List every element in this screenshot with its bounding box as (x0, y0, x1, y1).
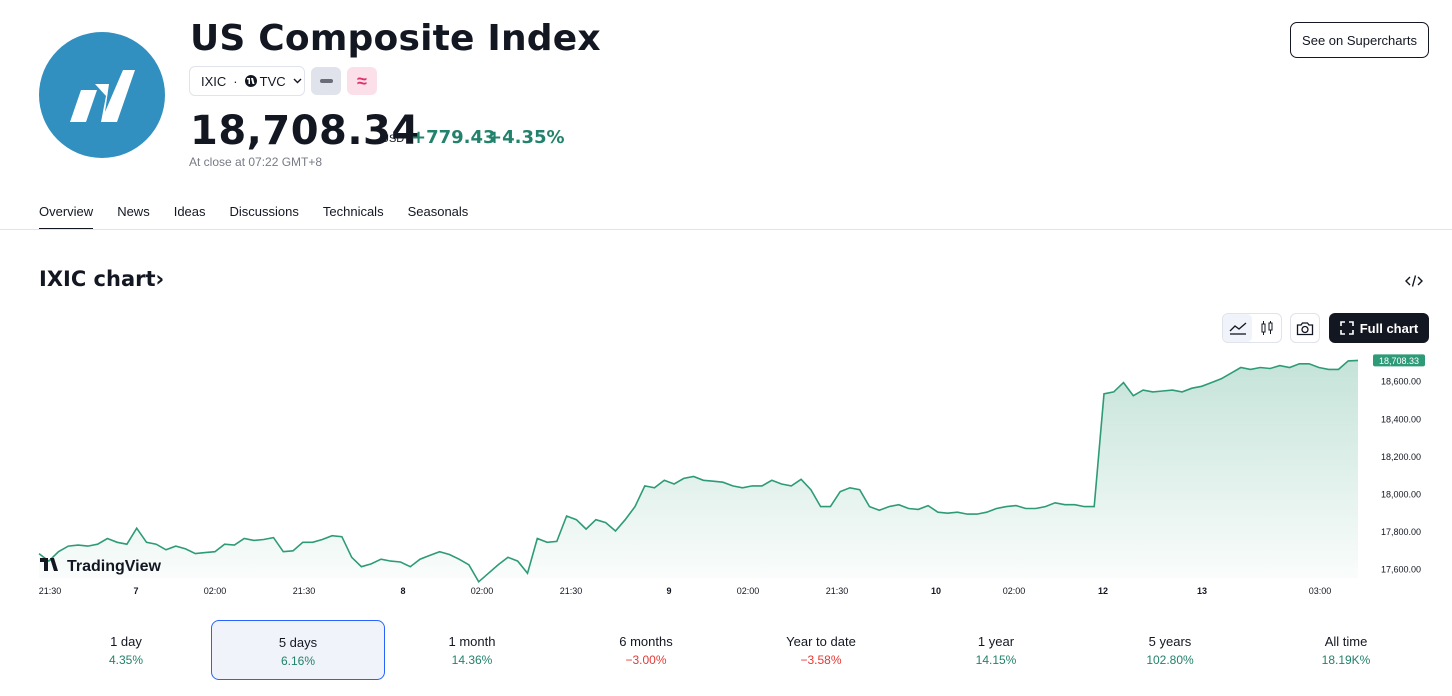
x-tick-label: 12 (1098, 586, 1108, 596)
period-value: 6.16% (280, 654, 316, 668)
period-value: 14.36% (451, 653, 493, 667)
chart-title-link[interactable]: IXIC chart› (39, 267, 164, 291)
symbol-exchange-selector[interactable]: IXIC · TVC (189, 66, 305, 96)
tab-discussions[interactable]: Discussions (229, 204, 299, 219)
y-tick-label: 18,400.00 (1381, 414, 1421, 424)
period-value: −3.00% (625, 653, 667, 667)
period-1-month[interactable]: 1 month 14.36% (385, 620, 559, 680)
see-on-supercharts-button[interactable]: See on Supercharts (1290, 22, 1429, 58)
y-tick-label: 17,600.00 (1381, 565, 1421, 575)
period-value: 14.15% (975, 653, 1017, 667)
x-tick-label: 21:30 (560, 586, 583, 596)
symbol-label: IXIC (201, 73, 227, 89)
period-label: All time (1324, 634, 1368, 649)
period-label: 1 year (977, 634, 1015, 649)
tab-overview[interactable]: Overview (39, 196, 94, 230)
embed-code-icon[interactable] (1404, 271, 1424, 291)
period-value: 18.19K% (1321, 653, 1371, 667)
x-tick-label: 21:30 (293, 586, 316, 596)
period-label: Year to date (786, 634, 856, 649)
exchange-label: TVC (259, 73, 286, 89)
x-tick-label: 02:00 (204, 586, 227, 596)
index-logo (39, 32, 165, 158)
chevron-down-icon (293, 78, 302, 84)
delayed-data-badge[interactable]: ≈ (347, 67, 377, 95)
watermark-text: TradingView (67, 558, 162, 575)
tab-technicals[interactable]: Technicals (322, 204, 384, 219)
x-tick-label: 9 (666, 586, 671, 596)
y-tick-label: 18,000.00 (1381, 489, 1421, 499)
period-all-time[interactable]: All time 18.19K% (1259, 620, 1433, 680)
page-title: US Composite Index (190, 18, 601, 59)
price-change: +779.43 (411, 127, 496, 148)
full-chart-label: Full chart (1359, 320, 1419, 336)
period-1-day[interactable]: 1 day 4.35% (39, 620, 213, 680)
price-change-percent: +4.35% (487, 127, 565, 148)
x-tick-label: 02:00 (737, 586, 760, 596)
period-5-years[interactable]: 5 years 102.80% (1083, 620, 1257, 680)
x-tick-label: 10 (931, 586, 941, 596)
y-tick-label: 18,600.00 (1381, 377, 1421, 387)
x-tick-label: 8 (400, 586, 405, 596)
tabs-divider (0, 229, 1452, 230)
period-label: 6 months (619, 634, 673, 649)
period-value: −3.58% (800, 653, 842, 667)
market-status-badge[interactable] (311, 67, 341, 95)
period-label: 5 years (1148, 634, 1192, 649)
area-chart-icon[interactable] (1223, 314, 1252, 342)
period-value: 4.35% (108, 653, 144, 667)
tradingview-watermark: TradingView (40, 558, 162, 575)
fullscreen-icon (1339, 321, 1354, 335)
period-5-days[interactable]: 5 days 6.16% (211, 620, 385, 680)
tab-news[interactable]: News (117, 204, 150, 219)
last-price-label: 18,708.33 (1379, 356, 1419, 366)
x-tick-label: 13 (1197, 586, 1207, 596)
period-label: 1 day (110, 634, 142, 649)
period-year-to-date[interactable]: Year to date −3.58% (734, 620, 908, 680)
close-time: At close at 07:22 GMT+8 (189, 155, 323, 169)
period-6-months[interactable]: 6 months −3.00% (559, 620, 733, 680)
x-tick-label: 7 (133, 586, 138, 596)
tab-seasonals[interactable]: Seasonals (407, 204, 469, 219)
chart-style-toggle (1222, 313, 1282, 343)
chart-title-text: IXIC chart (39, 267, 156, 291)
price-chart[interactable]: 17,600.00 17,800.00 18,000.00 18,200.00 18,4… (0, 350, 1452, 605)
camera-icon[interactable] (1290, 313, 1320, 343)
last-price-marker (1373, 354, 1425, 367)
tradingview-icon (244, 75, 257, 87)
period-value: 102.80% (1146, 653, 1194, 667)
full-chart-button[interactable]: Full chart (1329, 313, 1429, 343)
chevron-right-icon: › (155, 267, 165, 291)
y-tick-label: 17,800.00 (1381, 527, 1421, 537)
x-tick-label: 02:00 (1003, 586, 1026, 596)
period-label: 1 month (448, 634, 496, 649)
x-tick-label: 02:00 (471, 586, 494, 596)
separator-dot: · (233, 73, 238, 89)
tab-bar: Overview News Ideas Discussions Technica… (39, 196, 492, 230)
currency-label: USD (381, 133, 405, 145)
period-1-year[interactable]: 1 year 14.15% (909, 620, 1083, 680)
tab-ideas[interactable]: Ideas (173, 204, 206, 219)
last-price: 18,708.34 (190, 108, 420, 154)
x-tick-label: 21:30 (826, 586, 849, 596)
candles-chart-icon[interactable] (1252, 314, 1281, 342)
x-tick-label: 21:30 (39, 586, 62, 596)
x-tick-label: 03:00 (1309, 586, 1332, 596)
y-tick-label: 18,200.00 (1381, 452, 1421, 462)
price-series-line (38, 359, 1359, 584)
period-label: 5 days (278, 635, 318, 650)
price-area-fill (39, 360, 1358, 582)
period-selector: 1 day 4.35% 5 days 6.16% 1 month 14.36% … (39, 620, 1429, 680)
